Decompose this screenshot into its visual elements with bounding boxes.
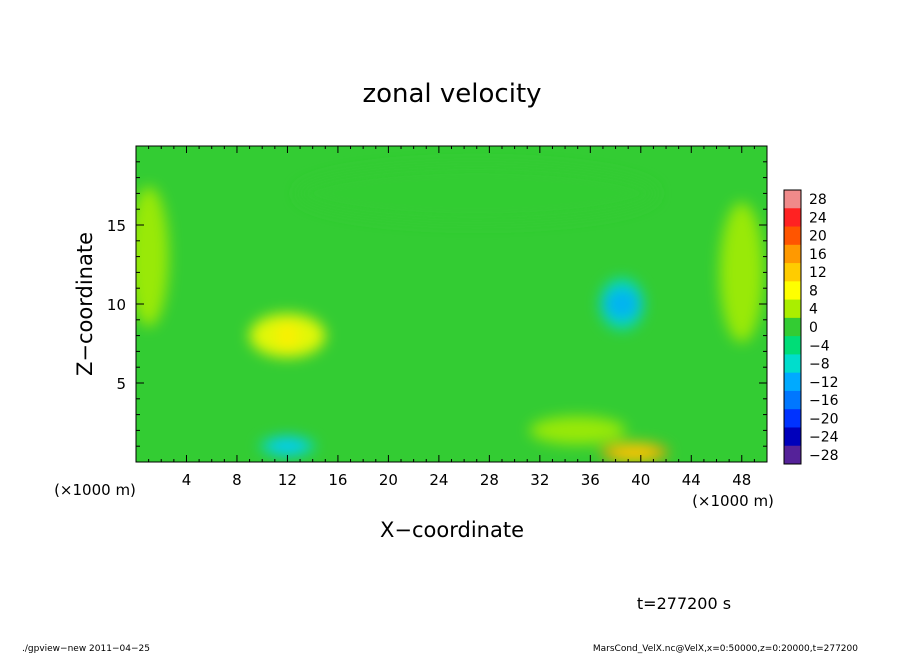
x-tick-label: 44 [682, 471, 701, 489]
colorbar-label: −8 [809, 357, 830, 373]
colorbar-swatch [784, 226, 801, 246]
colorbar-swatch [784, 409, 801, 428]
x-tick-label: 12 [278, 471, 297, 489]
colorbar-label: 0 [809, 320, 818, 336]
y-tick-label: 10 [107, 296, 126, 314]
colorbar-swatch [784, 336, 801, 355]
y-axis-label: Z−coordinate [73, 232, 97, 376]
x-unit-left: (×1000 m) [54, 481, 136, 499]
footer-left: ./gpview−new 2011−04−25 [22, 644, 150, 654]
time-label: t=277200 s [637, 594, 731, 613]
x-tick-label: 4 [182, 471, 192, 489]
field-feature-positive [529, 416, 626, 445]
colorbar-label: −24 [809, 430, 839, 446]
colorbar-swatch [784, 317, 801, 337]
x-unit-right: (×1000 m) [692, 492, 774, 510]
colorbar-label: −20 [809, 411, 839, 427]
x-axis-label: X−coordinate [380, 518, 524, 542]
colorbar-swatch [784, 372, 801, 392]
x-tick-label: 28 [480, 471, 499, 489]
field-feature-core [267, 436, 308, 457]
colorbar-swatch [784, 354, 801, 374]
x-tick-label: 36 [581, 471, 600, 489]
colorbar-swatch [784, 427, 801, 447]
field-feature-positive [719, 202, 764, 343]
colorbar-swatch [784, 190, 801, 209]
field-feature-core [603, 288, 640, 320]
chart-title: zonal velocity [362, 79, 541, 109]
colorbar-label: −28 [809, 448, 839, 464]
x-tick-label: 24 [429, 471, 448, 489]
x-axis: 4 8 12 16 20 24 28 32 36 40 44 48 [148, 146, 755, 489]
field-feature-core [275, 321, 300, 350]
colorbar-frame [783, 189, 802, 465]
colorbar-label: 28 [809, 192, 827, 208]
y-axis: 5 10 15 [107, 161, 767, 447]
field-feature-positive [136, 186, 169, 327]
colorbar-swatch [784, 281, 801, 301]
x-tick-label: 48 [732, 471, 751, 489]
y-tick-label: 15 [107, 217, 126, 235]
colorbar-label: 8 [809, 283, 818, 299]
colorbar-label: 12 [809, 265, 827, 281]
x-tick-label: 40 [631, 471, 650, 489]
colorbar-label: 24 [809, 210, 827, 226]
field-feature-core [610, 442, 659, 462]
x-tick-label: 20 [379, 471, 398, 489]
colorbar-swatch [784, 244, 801, 264]
colorbar-label: −4 [809, 338, 830, 354]
colorbar-label: 4 [809, 302, 818, 318]
colorbar-label: −16 [809, 393, 839, 409]
colorbar-swatch [784, 299, 801, 319]
colorbar-swatch [784, 390, 801, 410]
x-tick-label: 32 [530, 471, 549, 489]
x-tick-label: 16 [328, 471, 347, 489]
velocity-field [136, 146, 767, 462]
field-feature-negative [296, 163, 657, 224]
footer-right: MarsCond_VelX.nc@VelX,x=0:50000,z=0:2000… [593, 644, 858, 654]
colorbar-swatch [784, 445, 801, 465]
colorbar-label: 20 [809, 229, 827, 245]
y-tick-label: 5 [116, 375, 126, 393]
colorbar-label: −12 [809, 375, 839, 391]
colorbar-swatch [784, 263, 801, 282]
colorbar-label: 16 [809, 247, 827, 263]
colorbar: 28 24 20 16 12 8 4 0 −4 −8 −12 −16 −20 −24 −28 [783, 189, 839, 465]
x-tick-label: 8 [232, 471, 242, 489]
colorbar-swatch [784, 208, 801, 228]
